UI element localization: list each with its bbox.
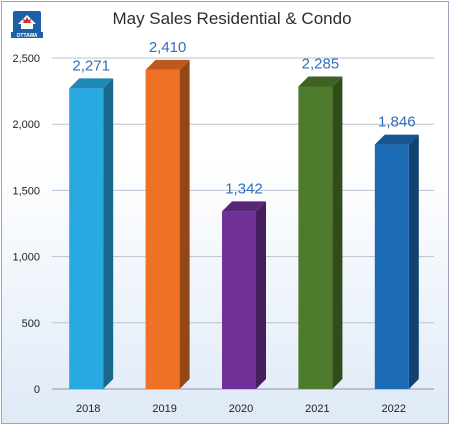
- y-axis-tick-labels: 0 500 1,000 1,500 2,000 2,500: [12, 53, 40, 396]
- chart-title: May Sales Residential & Condo: [112, 9, 351, 28]
- bar-top: [374, 134, 419, 145]
- data-label: 1,846: [378, 114, 416, 131]
- y-tick-label: 2,500: [12, 53, 40, 65]
- x-category-label: 2021: [305, 403, 329, 415]
- ottawa-logo: OTTAWA: [11, 11, 43, 39]
- y-tick-label: 500: [22, 318, 40, 330]
- x-category-label: 2022: [382, 403, 406, 415]
- bar-side: [256, 201, 266, 389]
- bar-2019: [145, 59, 190, 389]
- logo-text: OTTAWA: [16, 33, 37, 39]
- y-tick-label: 2,000: [12, 119, 40, 131]
- bar-2022: [374, 134, 419, 389]
- data-labels: 2,271 2,410 1,342 2,285 1,846: [72, 39, 415, 197]
- x-axis-category-labels: 2018 2019 2020 2021 2022: [76, 403, 406, 415]
- bar-top: [69, 78, 114, 89]
- data-label: 2,410: [149, 39, 187, 56]
- bar-2018: [69, 78, 114, 389]
- bar-front: [298, 86, 333, 389]
- bar-side: [179, 59, 190, 389]
- data-label: 2,271: [72, 57, 110, 74]
- bar-2021: [298, 76, 343, 389]
- bars: [69, 59, 419, 389]
- bar-top: [298, 76, 343, 87]
- bar-top: [145, 59, 190, 70]
- bar-side: [332, 76, 343, 389]
- bar-side: [408, 134, 419, 389]
- bar-front: [222, 211, 256, 389]
- x-category-label: 2019: [152, 403, 176, 415]
- bar-front: [145, 69, 180, 389]
- x-category-label: 2018: [76, 403, 100, 415]
- data-label: 2,285: [302, 55, 340, 72]
- y-tick-label: 1,000: [12, 252, 40, 264]
- y-tick-label: 0: [34, 384, 40, 396]
- bar-side: [103, 78, 114, 389]
- x-category-label: 2020: [229, 403, 253, 415]
- data-label: 1,342: [225, 180, 263, 197]
- bar-front: [374, 144, 409, 389]
- bar-2020: [222, 201, 266, 389]
- bar-front: [69, 88, 104, 389]
- bar-top: [222, 201, 266, 212]
- y-tick-label: 1,500: [12, 185, 40, 197]
